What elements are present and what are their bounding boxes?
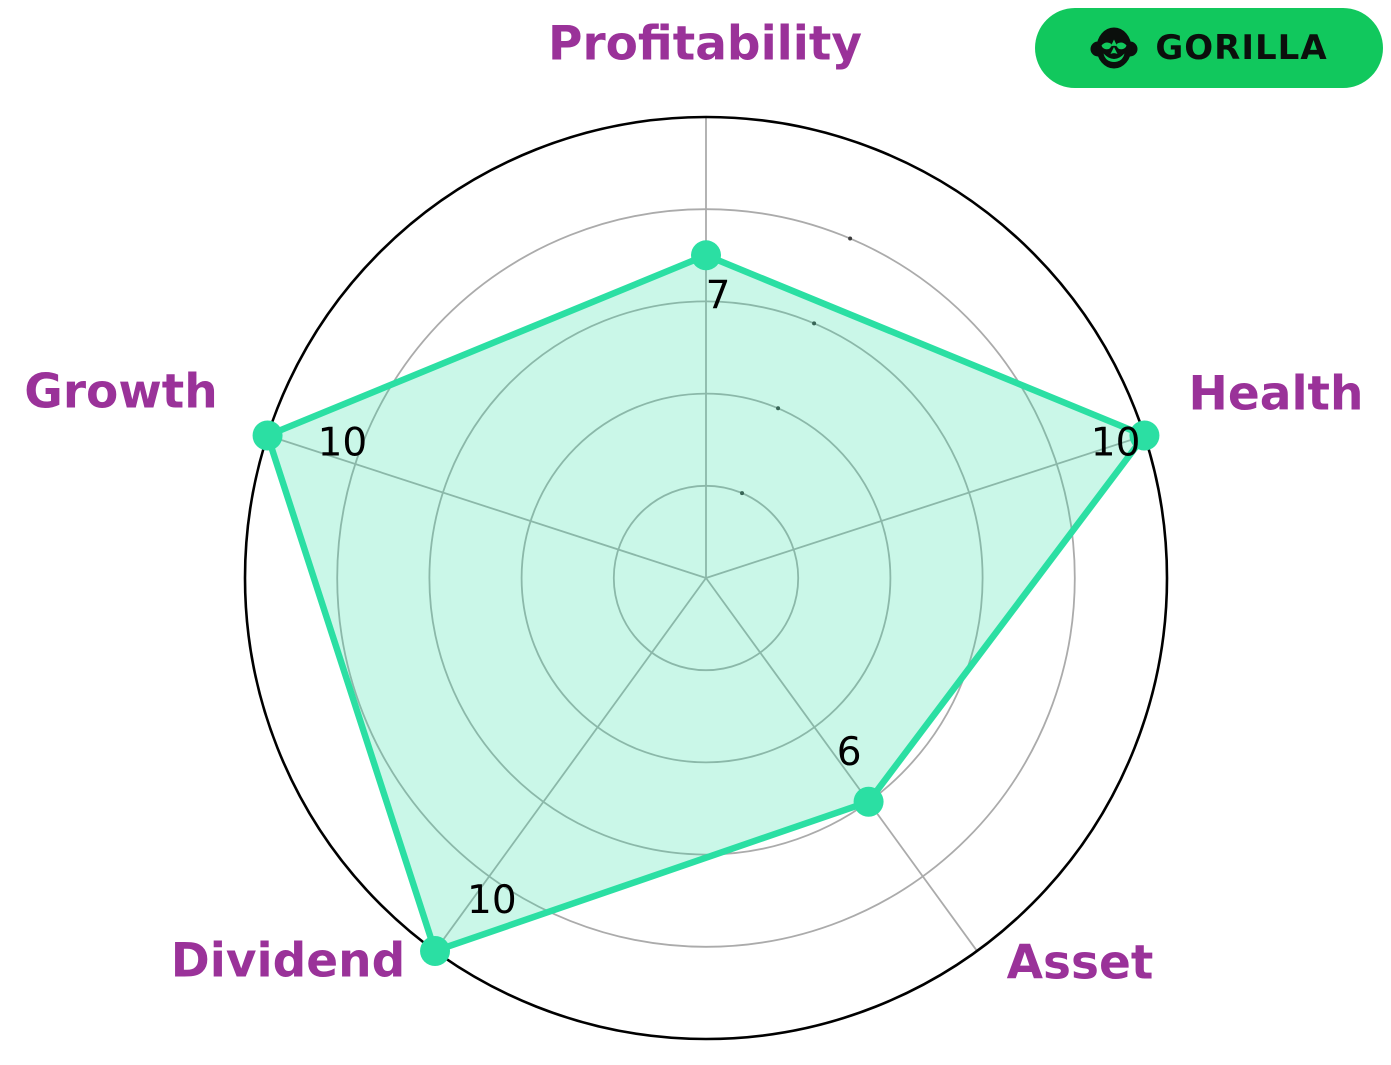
value-label-asset: 6 bbox=[837, 730, 862, 775]
badge-label: GORILLA bbox=[1155, 28, 1328, 68]
axis-spoke-asset bbox=[705, 577, 978, 952]
series-fill bbox=[267, 255, 1145, 951]
gorilla-icon bbox=[1090, 27, 1138, 69]
gorilla-badge: GORILLA bbox=[1035, 8, 1383, 88]
data-point-dividend bbox=[420, 935, 451, 966]
value-label-dividend: 10 bbox=[467, 878, 517, 923]
axis-spoke-health bbox=[705, 434, 1145, 579]
data-point-profitability bbox=[691, 240, 721, 271]
value-label-health: 10 bbox=[1091, 421, 1141, 466]
series-outline bbox=[264, 252, 1148, 955]
value-label-growth: 10 bbox=[318, 421, 368, 466]
axis-label-growth: Growth bbox=[24, 364, 218, 420]
axis-label-dividend: Dividend bbox=[170, 933, 406, 989]
outer-ring bbox=[243, 115, 1169, 1041]
value-label-profitability: 7 bbox=[706, 273, 731, 318]
radial-tick-4 bbox=[776, 406, 781, 411]
radial-tick-6 bbox=[812, 321, 817, 326]
data-point-growth bbox=[252, 420, 283, 451]
axis-label-asset: Asset bbox=[1006, 935, 1154, 991]
axis-spoke-dividend bbox=[434, 577, 707, 952]
axis-label-profitability: Profitability bbox=[547, 16, 863, 72]
radial-tick-2 bbox=[740, 491, 745, 496]
axis-label-health: Health bbox=[1188, 366, 1364, 422]
data-point-asset bbox=[853, 786, 884, 817]
radial-tick-8 bbox=[848, 236, 853, 241]
data-point-health bbox=[1129, 420, 1160, 451]
axis-spoke-growth bbox=[267, 434, 707, 579]
